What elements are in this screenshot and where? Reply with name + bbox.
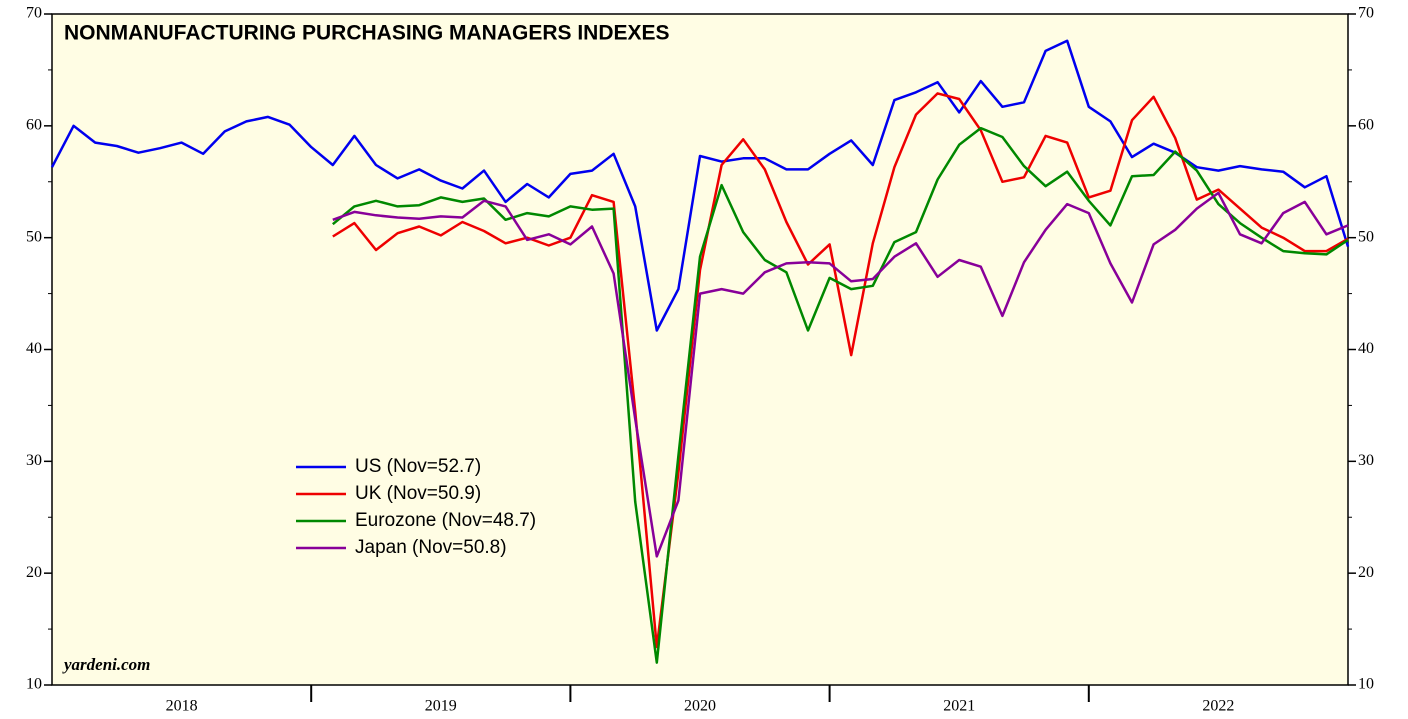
x-tick-label: 2018	[166, 698, 198, 715]
y-tick-label: 20	[26, 564, 42, 581]
plot-area	[51, 13, 1349, 686]
y2-tick-label: 60	[1358, 117, 1374, 134]
y-tick-label: 10	[26, 676, 42, 693]
series-line	[332, 126, 1349, 664]
y2-tick-label: 30	[1358, 452, 1374, 469]
y2-tick-label: 20	[1358, 564, 1374, 581]
y-tick-label: 70	[26, 5, 42, 22]
legend-label: Eurozone (Nov=48.7)	[355, 510, 536, 531]
series-line	[332, 92, 1349, 649]
series-line	[332, 191, 1349, 558]
x-tick-label: 2019	[425, 698, 457, 715]
y2-tick-label: 10	[1358, 676, 1374, 693]
series-line	[50, 39, 1350, 332]
source: yardeni.com	[62, 655, 150, 674]
x-tick-label: 2022	[1202, 698, 1234, 715]
x-tick-label: 2020	[684, 698, 716, 715]
chart-title: NONMANUFACTURING PURCHASING MANAGERS IND…	[64, 22, 670, 45]
legend-label: Japan (Nov=50.8)	[355, 537, 507, 558]
y2-tick-label: 50	[1358, 228, 1374, 245]
y-tick-label: 50	[26, 228, 42, 245]
y-tick-label: 60	[26, 117, 42, 134]
y2-tick-label: 40	[1358, 340, 1374, 357]
y-tick-label: 30	[26, 452, 42, 469]
x-tick-label: 2021	[943, 698, 975, 715]
y2-tick-label: 70	[1358, 5, 1374, 22]
y-tick-label: 40	[26, 340, 42, 357]
legend-label: US (Nov=52.7)	[355, 456, 481, 477]
legend-label: UK (Nov=50.9)	[355, 483, 481, 504]
